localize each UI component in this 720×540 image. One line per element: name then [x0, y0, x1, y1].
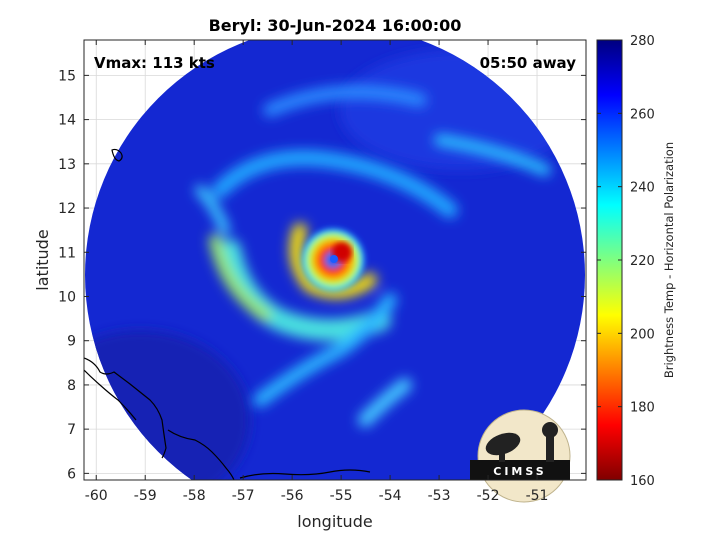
y-tick-label: 14	[58, 113, 76, 129]
x-tick-label: -54	[379, 488, 402, 504]
logo-text: CIMSS	[493, 465, 546, 478]
y-tick-label: 6	[67, 466, 76, 482]
colorbar-tick-label: 180	[630, 401, 655, 416]
x-tick-label: -60	[85, 488, 108, 504]
rainband-far-north	[263, 85, 427, 117]
axes-frame	[83, 39, 587, 481]
x-tick-label: -56	[281, 488, 304, 504]
y-tick-label: 11	[58, 245, 76, 261]
logo-tower-icon	[546, 436, 554, 462]
x-tick-label: -57	[232, 488, 255, 504]
colorbar-tick-label: 260	[630, 107, 655, 122]
colorbar-gradient	[596, 39, 623, 481]
x-tick-label: -52	[477, 488, 500, 504]
x-tick-label: -51	[526, 488, 549, 504]
rainband-inner	[219, 239, 391, 341]
time-offset-annotation: 05:50 away	[480, 54, 577, 72]
rainband-east	[434, 134, 551, 176]
y-tick-label: 15	[58, 68, 76, 84]
rainband-south	[253, 293, 397, 407]
colorbar-tick-label: 200	[630, 327, 655, 342]
logo-dish-stand	[499, 446, 505, 462]
coastline-inner	[84, 369, 137, 421]
colorbar-ticks: 160 180 200 220 240 260 280	[597, 34, 655, 489]
y-axis-label: latitude	[33, 229, 52, 290]
rainband-west	[195, 185, 230, 235]
coastline-south-america	[84, 357, 235, 480]
coastline-barbados	[111, 148, 123, 162]
logo-tower-top-icon	[542, 422, 558, 438]
y-tick-label: 9	[67, 334, 76, 350]
y-tick-label: 10	[58, 289, 76, 305]
rainband-southeast	[358, 378, 412, 427]
rainband-inner-green	[209, 234, 271, 321]
y-tick-label: 12	[58, 201, 76, 217]
logo-dish-icon	[485, 432, 521, 456]
logo-ground	[470, 460, 570, 480]
x-axis-label: longitude	[297, 512, 372, 531]
x-tick-label: -55	[330, 488, 353, 504]
chart-title: Beryl: 30-Jun-2024 16:00:00	[209, 16, 462, 35]
y-tick-label: 13	[58, 157, 76, 173]
colorbar-tick-label: 240	[630, 181, 655, 196]
colorbar-tick-label: 280	[630, 34, 655, 49]
coastline-south-edge	[239, 469, 371, 479]
colorbar-tick-label: 160	[630, 474, 655, 489]
colorbar-tick-label: 220	[630, 254, 655, 269]
x-tick-label: -59	[134, 488, 157, 504]
y-tick-label: 7	[67, 422, 76, 438]
y-axis: 6 7 8 9 10 11 12 13 14 15	[58, 68, 586, 482]
x-axis: -60 -59 -58 -57 -56 -55 -54 -53 -52 -51	[85, 40, 549, 504]
brightness-temp-swath	[85, 40, 585, 480]
warm-region	[85, 330, 250, 480]
x-tick-label: -53	[428, 488, 451, 504]
cimss-logo: CIMSS	[470, 409, 571, 503]
x-tick-label: -58	[183, 488, 206, 504]
colorbar-label: Brightness Temp - Horizontal Polarizatio…	[662, 142, 676, 378]
rainband-north	[212, 150, 458, 218]
coastline	[84, 148, 371, 480]
colorbar: 160 180 200 220 240 260 280 Brightness Temp - …	[596, 34, 676, 489]
vmax-annotation: Vmax: 113 kts	[94, 54, 215, 72]
storm-eye	[330, 255, 338, 263]
y-tick-label: 8	[67, 378, 76, 394]
